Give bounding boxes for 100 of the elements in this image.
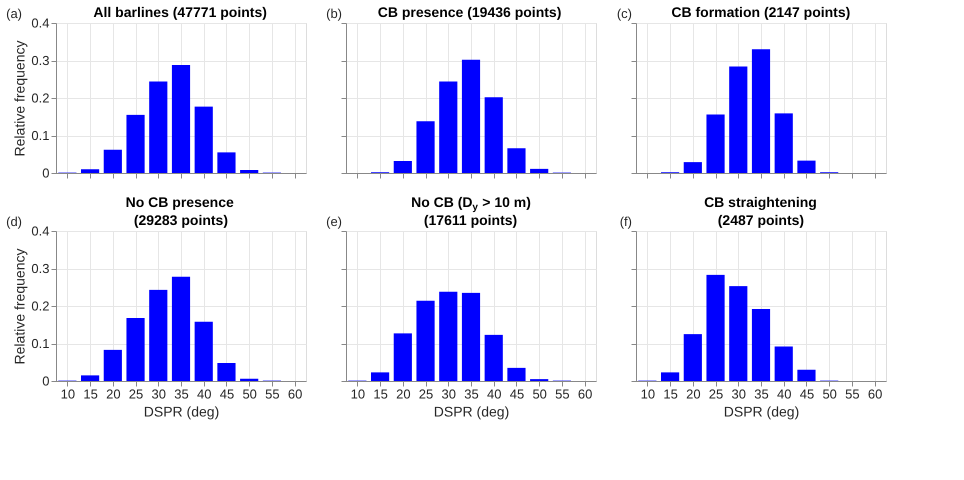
x-tick-label: 50 [822, 386, 837, 402]
bar [752, 49, 770, 173]
x-tick-label: 45 [220, 386, 234, 402]
x-tick-label: 20 [686, 386, 701, 402]
text: (b) [326, 6, 342, 21]
x-axis-title: DSPR (deg) [434, 404, 510, 420]
bar [439, 292, 458, 381]
bar [684, 334, 702, 381]
bar [149, 290, 168, 381]
bar [416, 121, 435, 173]
bar [172, 65, 190, 173]
chart-title: All barlines (47771 points) [93, 4, 267, 20]
bar [394, 333, 412, 381]
y-axis-title: Relative frequency [11, 248, 28, 364]
bar [484, 97, 503, 173]
chart-title: CB straightening (2487 points) [704, 194, 817, 228]
x-tick-label: 60 [578, 386, 592, 402]
x-tick-label: 60 [288, 386, 302, 402]
bar [462, 292, 480, 381]
bar [149, 82, 168, 173]
x-tick-label: 45 [510, 386, 524, 402]
bar [729, 66, 748, 173]
bar [507, 368, 526, 381]
text: (d) [6, 214, 22, 229]
y-tick-label: 0.2 [31, 298, 50, 314]
x-tick-label: 40 [486, 386, 502, 402]
x-tick-label: 25 [708, 386, 724, 402]
bar [774, 113, 793, 173]
bar [217, 152, 236, 173]
x-tick-label: 10 [350, 386, 366, 402]
y-tick-label: 0.2 [31, 90, 50, 106]
x-tick-label: 20 [396, 386, 411, 402]
y-tick-label: 0.4 [31, 16, 50, 30]
x-tick-label: 40 [776, 386, 792, 402]
bar [416, 300, 435, 381]
x-tick-label: 25 [418, 386, 434, 402]
x-tick-label: 60 [868, 386, 882, 402]
bar [530, 168, 548, 173]
bar [706, 114, 725, 173]
bar [484, 334, 503, 381]
bar [194, 322, 213, 381]
bar [126, 318, 145, 381]
x-tick-label: 15 [663, 386, 678, 402]
bar [774, 346, 793, 381]
y-tick-label: 0 [42, 374, 50, 388]
bar [797, 160, 816, 173]
bar [797, 370, 816, 381]
bar [104, 150, 122, 173]
text: (e) [326, 214, 342, 229]
text: (f) [620, 214, 632, 229]
bar [706, 274, 725, 381]
y-tick-label: 0.3 [31, 261, 50, 276]
bar [81, 169, 100, 173]
x-tick-label: 55 [265, 386, 280, 402]
y-tick-label: 0.1 [31, 128, 50, 143]
bar [371, 372, 390, 381]
bar [240, 170, 258, 173]
x-tick-label: 50 [532, 386, 547, 402]
bar [172, 276, 190, 381]
x-tick-label: 35 [464, 386, 479, 402]
bar [104, 350, 122, 381]
y-tick-label: 0 [42, 166, 50, 180]
bar [462, 60, 480, 173]
text: (c) [616, 6, 632, 21]
bar [394, 161, 412, 173]
bar [661, 372, 680, 381]
bar [217, 363, 236, 381]
x-tick-label: 45 [800, 386, 814, 402]
bar [507, 148, 526, 173]
bar [729, 286, 748, 381]
bar [126, 114, 145, 173]
chart-title: CB presence (19436 points) [378, 4, 562, 20]
x-tick-label: 25 [128, 386, 144, 402]
chart-title: No CB presence (29283 points) [126, 194, 234, 228]
x-tick-label: 15 [373, 386, 388, 402]
x-tick-label: 35 [754, 386, 769, 402]
x-tick-label: 40 [196, 386, 212, 402]
x-axis-title: DSPR (deg) [144, 404, 220, 420]
bar [439, 82, 458, 173]
x-tick-label: 30 [442, 386, 456, 402]
y-tick-label: 0.1 [31, 336, 50, 351]
x-tick-label: 55 [555, 386, 570, 402]
x-tick-label: 55 [845, 386, 860, 402]
x-tick-label: 50 [242, 386, 257, 402]
x-tick-label: 35 [174, 386, 189, 402]
bar [752, 309, 770, 381]
y-tick-label: 0.3 [31, 53, 50, 68]
y-tick-label: 0.4 [31, 224, 50, 238]
x-tick-label: 20 [106, 386, 121, 402]
bar [194, 106, 213, 173]
x-tick-label: 30 [732, 386, 746, 402]
y-axis-title: Relative frequency [11, 40, 28, 156]
x-tick-label: 30 [152, 386, 166, 402]
chart-title: CB formation (2147 points) [671, 4, 850, 20]
x-tick-label: 10 [640, 386, 656, 402]
bar [81, 375, 100, 381]
x-tick-label: 15 [83, 386, 98, 402]
text: (a) [6, 6, 22, 21]
bar [684, 162, 702, 173]
x-axis-title: DSPR (deg) [724, 404, 800, 420]
